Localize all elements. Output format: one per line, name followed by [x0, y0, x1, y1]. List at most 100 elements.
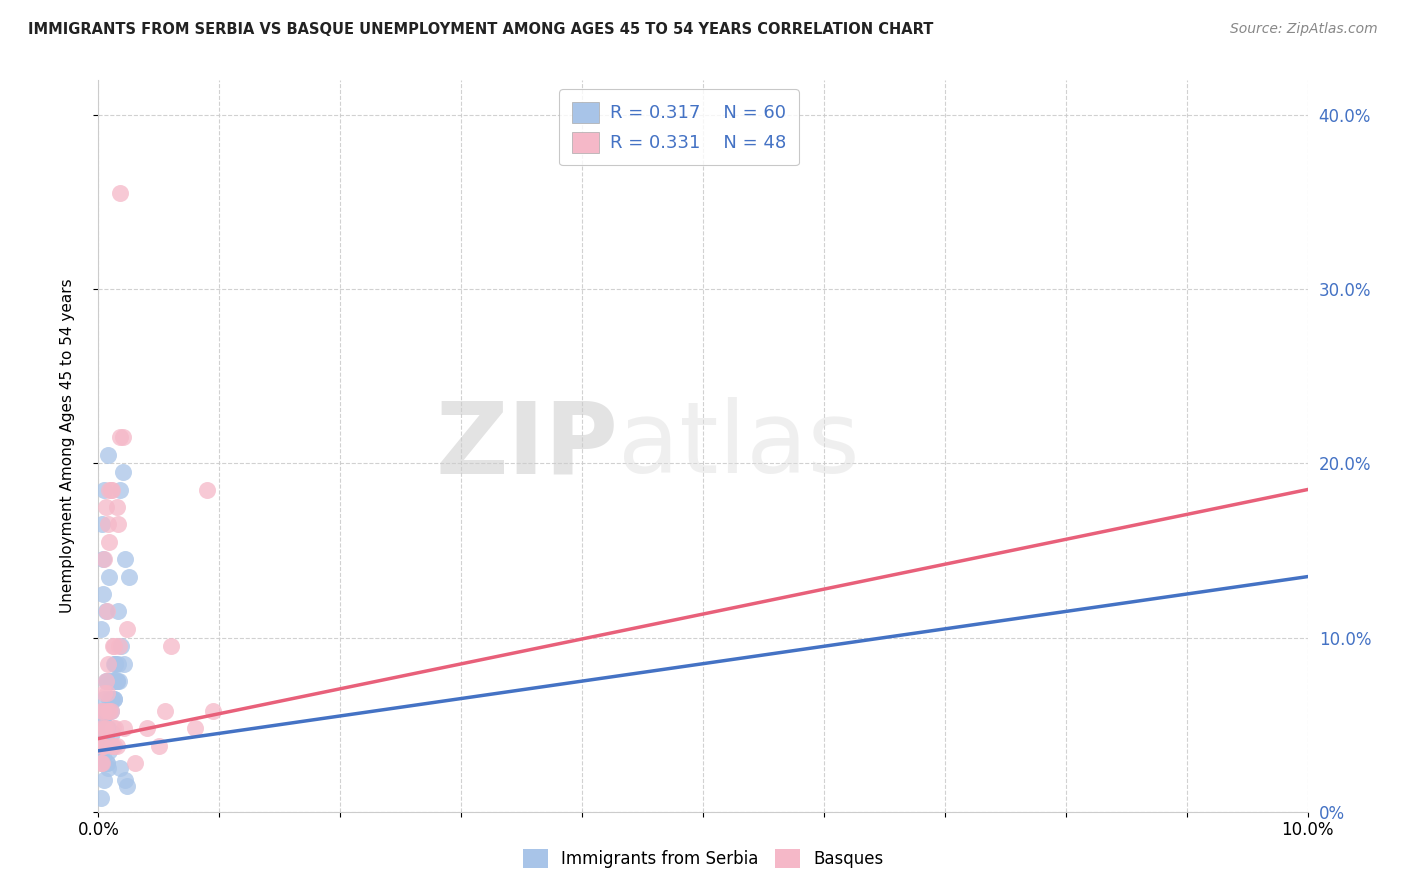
Point	[148, 739, 170, 753]
Point	[108, 483, 131, 497]
Point	[105, 674, 128, 689]
Point	[91, 739, 114, 753]
Point	[114, 552, 136, 566]
Point	[96, 756, 118, 770]
Text: Source: ZipAtlas.com: Source: ZipAtlas.com	[1230, 22, 1378, 37]
Point	[91, 739, 114, 753]
Point	[117, 622, 139, 636]
Point	[90, 739, 112, 753]
Point	[93, 552, 115, 566]
Point	[96, 674, 118, 689]
Point	[96, 704, 118, 718]
Point	[91, 739, 114, 753]
Point	[94, 604, 117, 618]
Point	[104, 657, 127, 671]
Legend: R = 0.317    N = 60, R = 0.331    N = 48: R = 0.317 N = 60, R = 0.331 N = 48	[560, 89, 799, 165]
Text: ZIP: ZIP	[436, 398, 619, 494]
Point	[100, 739, 122, 753]
Point	[97, 517, 120, 532]
Point	[103, 691, 125, 706]
Text: IMMIGRANTS FROM SERBIA VS BASQUE UNEMPLOYMENT AMONG AGES 45 TO 54 YEARS CORRELAT: IMMIGRANTS FROM SERBIA VS BASQUE UNEMPLO…	[28, 22, 934, 37]
Point	[101, 640, 124, 654]
Point	[94, 500, 117, 514]
Point	[100, 483, 122, 497]
Point	[93, 721, 115, 735]
Point	[100, 483, 122, 497]
Point	[103, 640, 125, 654]
Point	[93, 773, 115, 788]
Point	[100, 704, 122, 718]
Point	[90, 790, 112, 805]
Point	[108, 674, 131, 689]
Point	[94, 721, 117, 735]
Point	[91, 704, 114, 718]
Point	[107, 604, 129, 618]
Point	[103, 691, 125, 706]
Point	[100, 674, 122, 689]
Point	[98, 569, 121, 583]
Point	[90, 739, 112, 753]
Point	[97, 721, 120, 735]
Point	[160, 640, 183, 654]
Point	[114, 773, 136, 788]
Point	[105, 500, 128, 514]
Point	[91, 517, 114, 532]
Point	[90, 622, 112, 636]
Point	[93, 686, 115, 700]
Point	[195, 483, 218, 497]
Point	[118, 569, 141, 583]
Point	[135, 721, 157, 735]
Point	[112, 721, 135, 735]
Point	[107, 657, 129, 671]
Point	[108, 761, 131, 775]
Point	[111, 430, 134, 444]
Point	[91, 717, 114, 731]
Point	[108, 640, 131, 654]
Point	[91, 756, 114, 770]
Point	[101, 721, 124, 735]
Point	[100, 704, 122, 718]
Point	[107, 517, 129, 532]
Point	[98, 704, 121, 718]
Point	[184, 721, 207, 735]
Point	[101, 674, 124, 689]
Point	[93, 691, 115, 706]
Point	[101, 674, 124, 689]
Point	[90, 704, 112, 718]
Point	[96, 604, 118, 618]
Point	[94, 674, 117, 689]
Point	[124, 756, 146, 770]
Point	[91, 749, 114, 764]
Point	[108, 430, 131, 444]
Point	[100, 691, 122, 706]
Point	[117, 779, 139, 793]
Point	[94, 731, 117, 746]
Point	[103, 739, 125, 753]
Point	[91, 552, 114, 566]
Point	[91, 587, 114, 601]
Point	[100, 691, 122, 706]
Point	[104, 721, 127, 735]
Point	[98, 744, 121, 758]
Point	[91, 704, 114, 718]
Point	[96, 721, 118, 735]
Point	[94, 674, 117, 689]
Point	[98, 534, 121, 549]
Point	[100, 739, 122, 753]
Point	[110, 640, 132, 654]
Point	[93, 709, 115, 723]
Point	[90, 739, 112, 753]
Y-axis label: Unemployment Among Ages 45 to 54 years: Unemployment Among Ages 45 to 54 years	[60, 278, 75, 614]
Legend: Immigrants from Serbia, Basques: Immigrants from Serbia, Basques	[516, 842, 890, 875]
Point	[90, 756, 112, 770]
Point	[94, 721, 117, 735]
Point	[91, 709, 114, 723]
Point	[93, 483, 115, 497]
Point	[104, 657, 127, 671]
Point	[202, 704, 225, 718]
Point	[100, 726, 122, 740]
Point	[105, 739, 128, 753]
Point	[93, 709, 115, 723]
Point	[111, 465, 134, 479]
Point	[96, 756, 118, 770]
